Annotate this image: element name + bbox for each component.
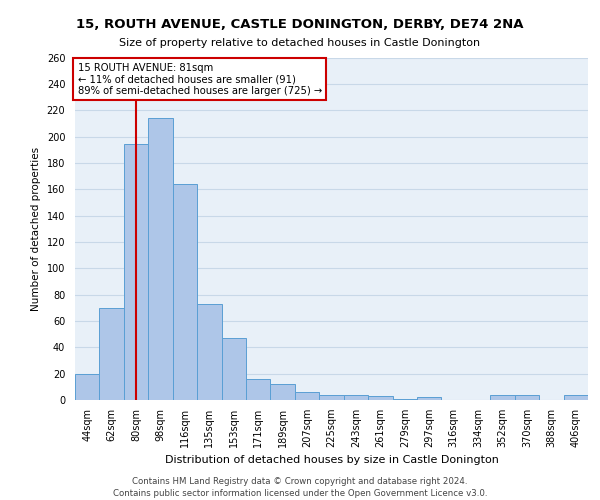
Bar [221,338,246,400]
Bar [148,118,173,400]
Bar [75,374,100,400]
Bar [124,144,148,400]
Bar [100,308,124,400]
Bar [392,398,417,400]
Bar [563,394,588,400]
Text: Size of property relative to detached houses in Castle Donington: Size of property relative to detached ho… [119,38,481,48]
X-axis label: Distribution of detached houses by size in Castle Donington: Distribution of detached houses by size … [164,456,499,466]
Bar [368,396,392,400]
Bar [417,398,442,400]
Bar [344,394,368,400]
Bar [515,394,539,400]
Bar [295,392,319,400]
Text: Contains public sector information licensed under the Open Government Licence v3: Contains public sector information licen… [113,489,487,498]
Bar [197,304,221,400]
Text: 15 ROUTH AVENUE: 81sqm
← 11% of detached houses are smaller (91)
89% of semi-det: 15 ROUTH AVENUE: 81sqm ← 11% of detached… [77,62,322,96]
Bar [490,394,515,400]
Bar [319,394,344,400]
Y-axis label: Number of detached properties: Number of detached properties [31,146,41,311]
Bar [246,379,271,400]
Text: Contains HM Land Registry data © Crown copyright and database right 2024.: Contains HM Land Registry data © Crown c… [132,478,468,486]
Bar [173,184,197,400]
Text: 15, ROUTH AVENUE, CASTLE DONINGTON, DERBY, DE74 2NA: 15, ROUTH AVENUE, CASTLE DONINGTON, DERB… [76,18,524,30]
Bar [271,384,295,400]
